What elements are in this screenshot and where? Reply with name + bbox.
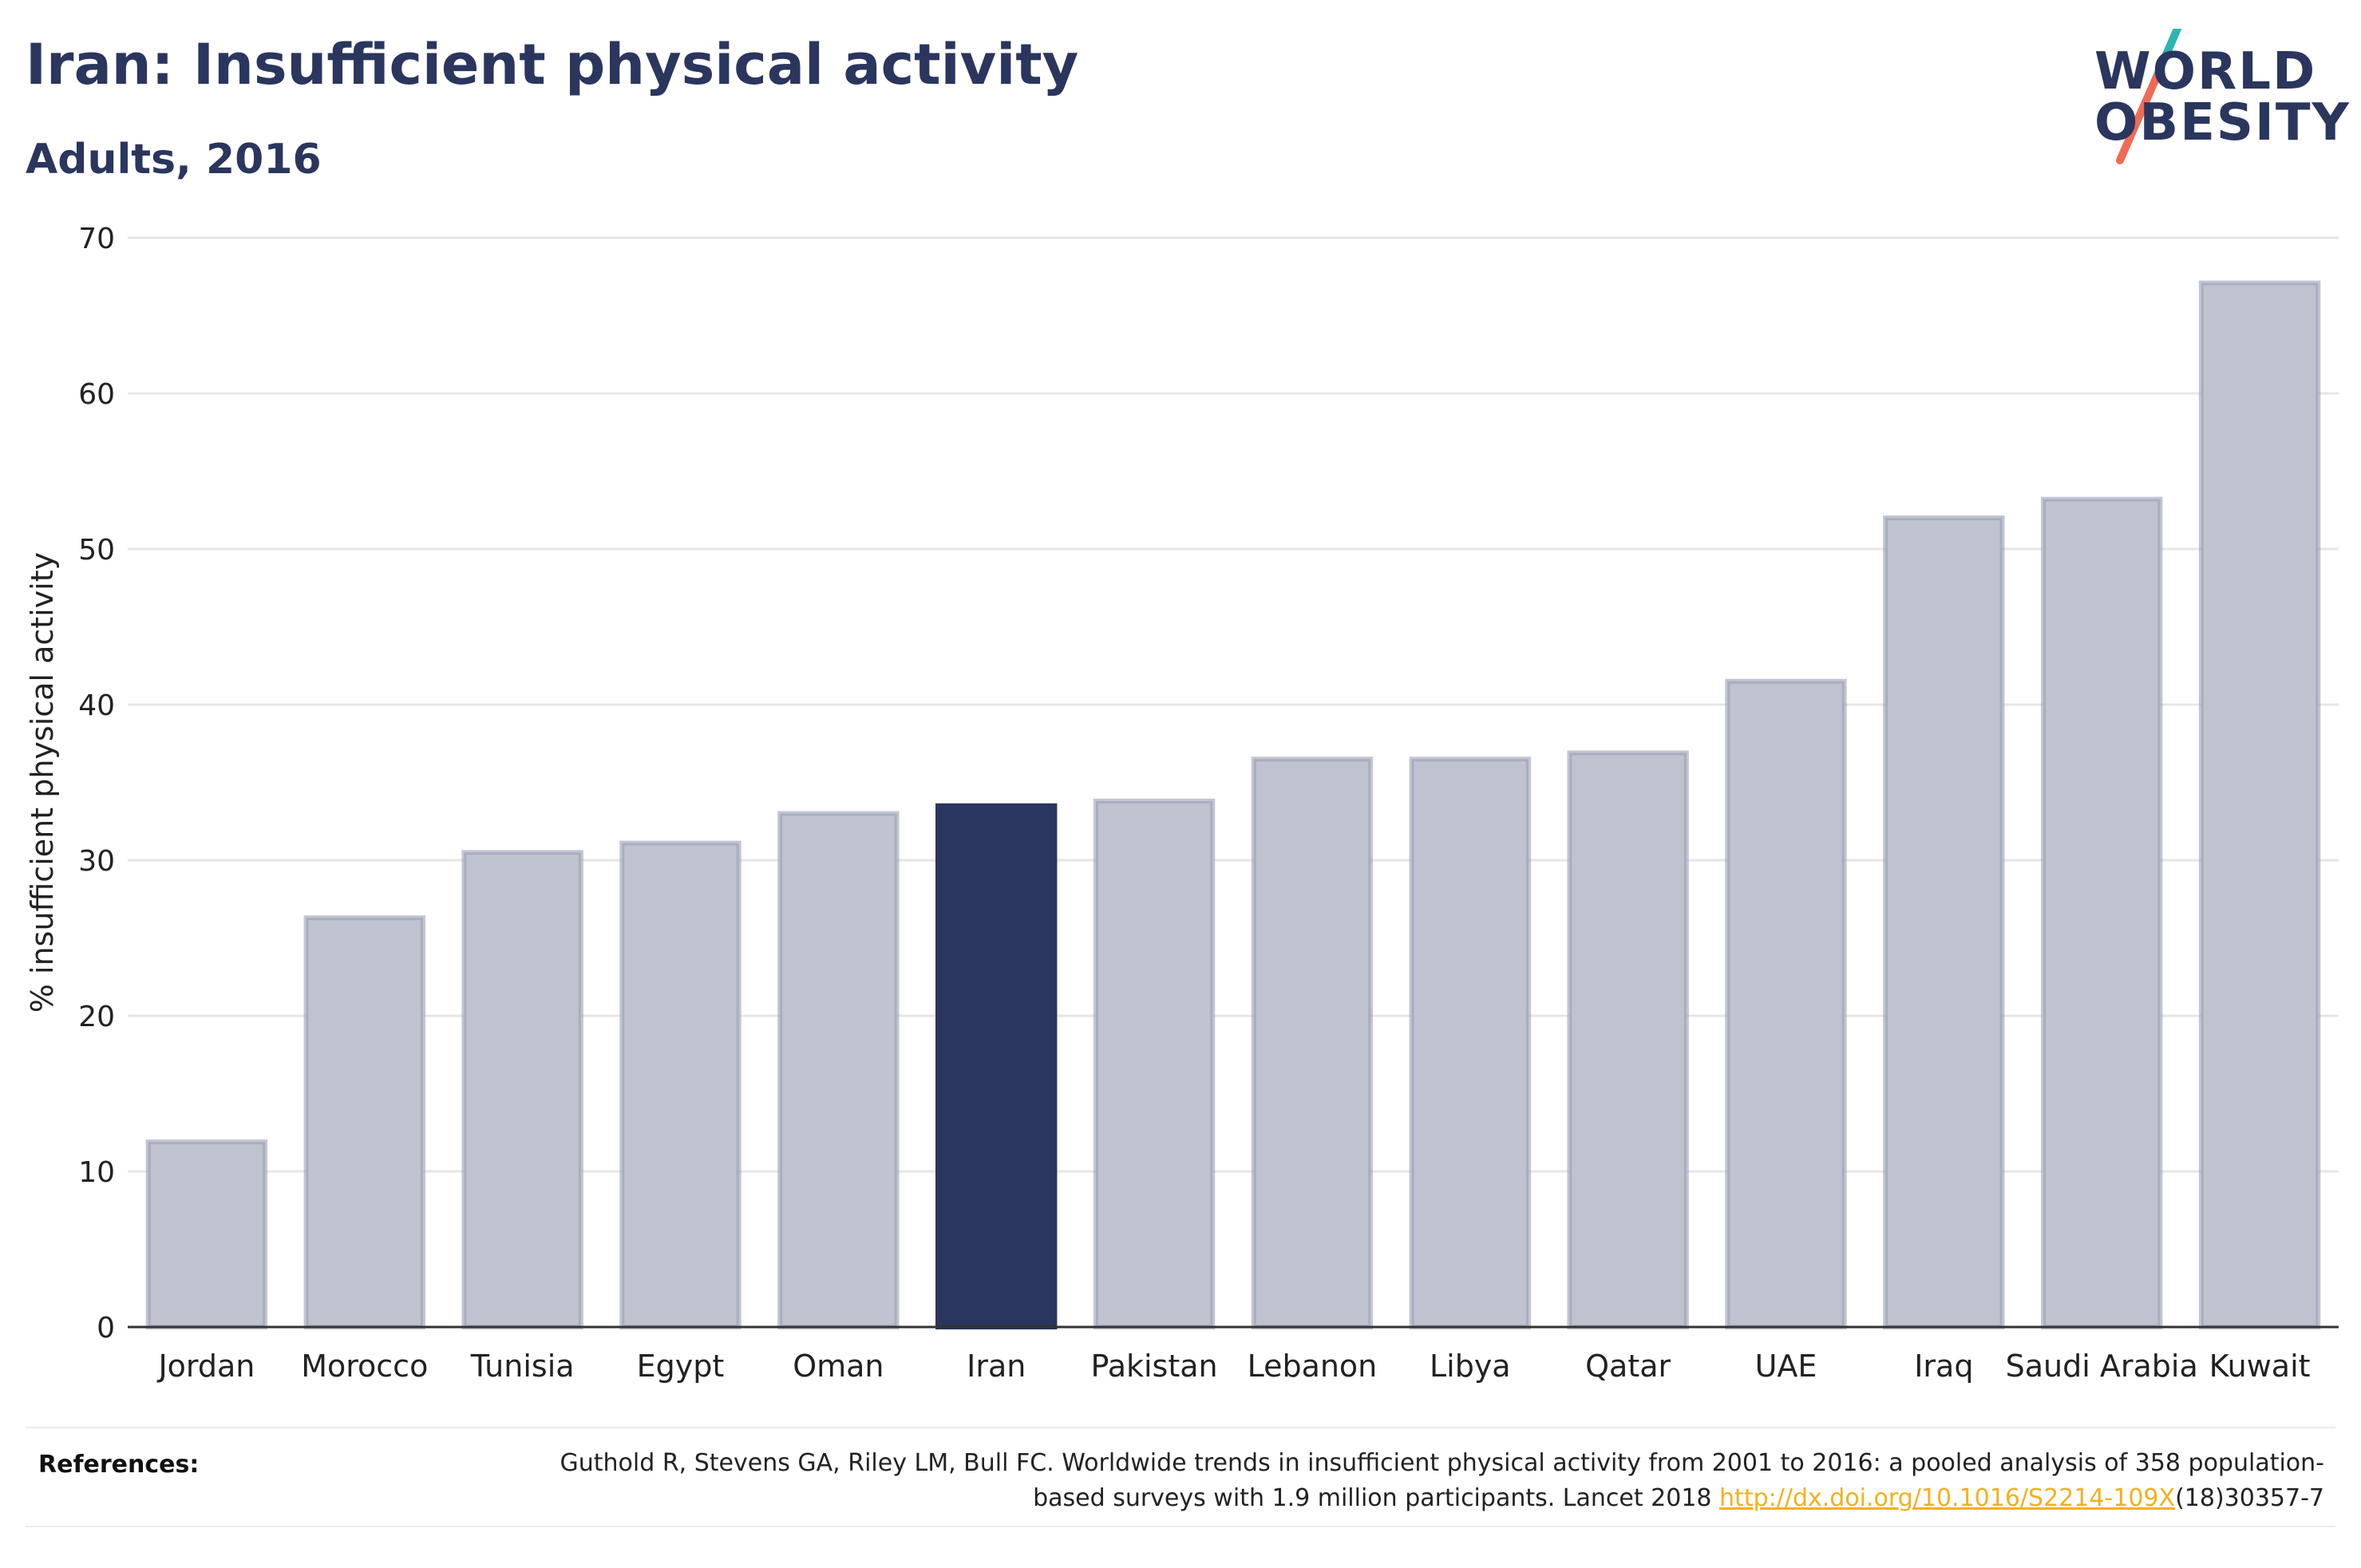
bar-jordan: [145, 1139, 268, 1329]
x-tick-label: Lebanon: [1248, 1349, 1378, 1384]
bar-oman: [777, 811, 900, 1329]
bar-saudi-arabia: [2041, 496, 2163, 1329]
bar-kuwait: [2198, 280, 2321, 1329]
bar-egypt: [619, 840, 742, 1330]
x-tick-label: Libya: [1430, 1349, 1511, 1384]
references-doi-link[interactable]: http://dx.doi.org/10.1016/S2214-109X: [1719, 1484, 2176, 1512]
y-tick-label: 70: [78, 223, 115, 255]
x-tick-label: Pakistan: [1091, 1349, 1218, 1384]
bars: [145, 280, 2321, 1330]
bar-iran: [935, 803, 1058, 1329]
y-axis-ticks: 0 10 20 30 40 50 60 70: [78, 223, 115, 1345]
references-label: References:: [38, 1451, 200, 1479]
bar-tunisia: [461, 850, 583, 1329]
x-tick-label: Tunisia: [470, 1349, 575, 1384]
logo-text-obesity: OBESITY: [2094, 93, 2351, 152]
x-tick-label: Iran: [967, 1349, 1026, 1384]
bar-iraq: [1883, 515, 2005, 1329]
bar-uae: [1725, 678, 1847, 1329]
y-tick-label: 30: [78, 845, 115, 878]
x-tick-label: Morocco: [301, 1349, 428, 1384]
bar-qatar: [1567, 750, 1689, 1329]
references-citation: Guthold R, Stevens GA, Riley LM, Bull FC…: [560, 1449, 2324, 1512]
x-tick-label: Qatar: [1585, 1349, 1671, 1384]
x-axis-labels: Jordan Morocco Tunisia Egypt Oman Iran Pakista…: [156, 1349, 2310, 1384]
y-tick-label: 40: [78, 689, 115, 722]
y-tick-label: 0: [97, 1312, 115, 1345]
bar-pakistan: [1093, 798, 1216, 1329]
y-axis-label: % insufficient physical activity: [25, 552, 60, 1013]
world-obesity-logo: WORLD OBESITY: [2083, 29, 2349, 172]
bar-lebanon: [1251, 756, 1374, 1329]
x-tick-label: Egypt: [637, 1349, 725, 1384]
references-citation-end: (18)30357-7: [2175, 1484, 2324, 1512]
references-text: Guthold R, Stevens GA, Riley LM, Bull FC…: [488, 1446, 2324, 1516]
bar-morocco: [303, 915, 425, 1329]
x-tick-label: UAE: [1755, 1349, 1817, 1384]
y-tick-label: 20: [78, 1001, 115, 1033]
y-tick-label: 60: [78, 378, 115, 411]
x-tick-label: Oman: [793, 1349, 884, 1384]
logo-text-world: WORLD: [2094, 42, 2317, 101]
references-top-divider: [26, 1427, 2335, 1428]
bar-libya: [1409, 756, 1531, 1329]
chart-subtitle: Adults, 2016: [26, 136, 322, 184]
y-tick-label: 10: [78, 1156, 115, 1189]
chart-title: Iran: Insufficient physical activity: [26, 32, 1079, 97]
x-tick-label: Jordan: [156, 1349, 255, 1384]
x-tick-label: Saudi Arabia: [2006, 1349, 2198, 1384]
x-tick-label: Kuwait: [2209, 1349, 2311, 1384]
x-tick-label: Iraq: [1914, 1349, 1973, 1384]
logo-slash-icon: [2116, 29, 2181, 164]
references-bottom-divider: [26, 1526, 2335, 1527]
grid-lines: [128, 236, 2339, 1173]
y-tick-label: 50: [78, 534, 115, 567]
bar-chart: 0 10 20 30 40 50 60 70 Jordan Morocco Tunisia Egyp…: [25, 223, 2339, 1384]
